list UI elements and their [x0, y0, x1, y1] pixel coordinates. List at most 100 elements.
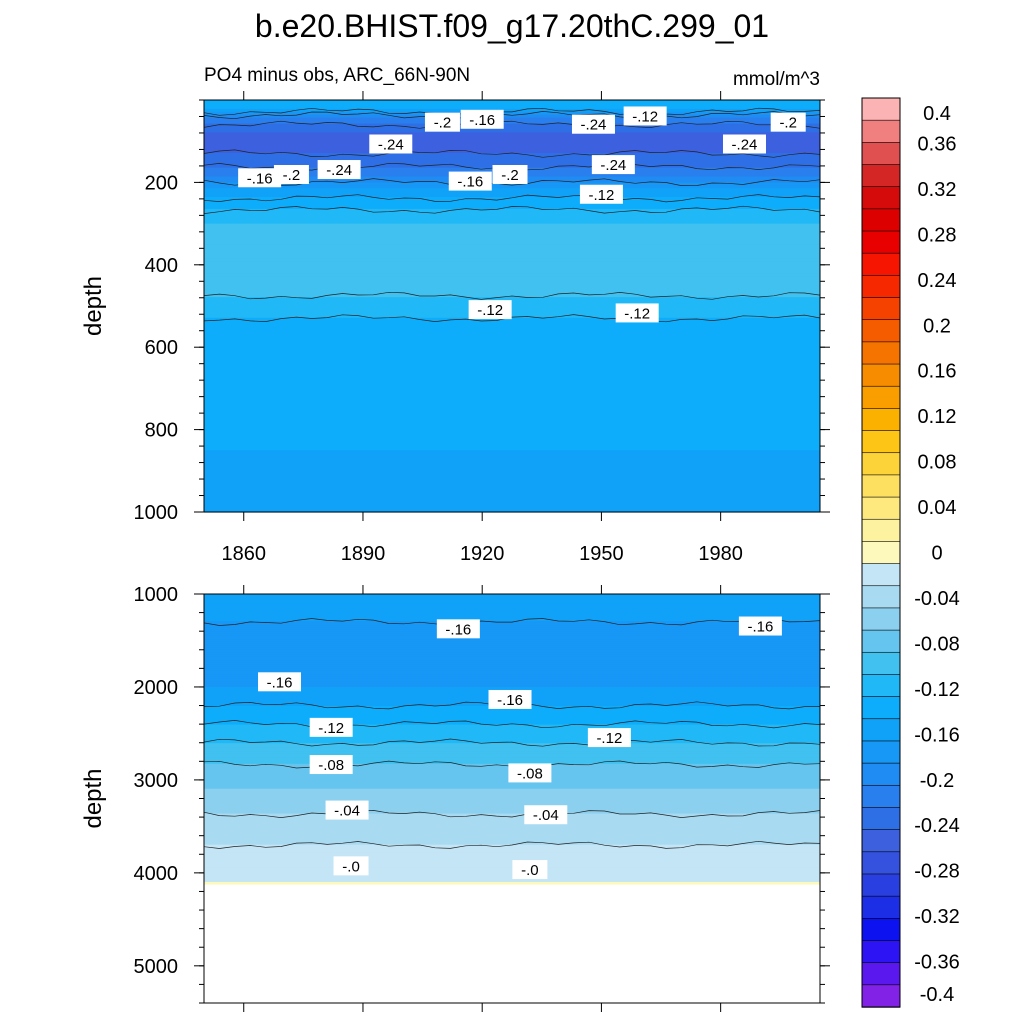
contour-fill-band	[204, 846, 820, 850]
contour-fill-band	[204, 823, 820, 827]
contour-label: -.24	[591, 155, 635, 175]
contour-fill-band	[204, 869, 820, 873]
contour-fill-band	[204, 612, 820, 616]
contour-fill-band	[204, 314, 820, 319]
contour-fill-band	[204, 726, 820, 730]
contour-line	[203, 291, 821, 300]
contour-fill-band	[204, 373, 820, 378]
contour-fill-band	[204, 749, 820, 753]
colorbar-label: 0.36	[918, 133, 957, 155]
colorbar-swatch	[861, 230, 901, 254]
contour-fill-band	[204, 714, 820, 717]
contour-fill-band	[204, 844, 820, 848]
contour-label-box	[738, 616, 782, 636]
contour-fill-band	[204, 873, 820, 877]
contour-line	[203, 618, 821, 626]
contour-fill-band	[204, 832, 820, 835]
contour-fill-band	[204, 828, 820, 831]
contour-label-box	[369, 134, 413, 154]
colorbar-swatch	[861, 385, 901, 410]
contour-fill-band	[204, 645, 820, 649]
contour-fill-band	[204, 596, 820, 599]
contour-line	[203, 111, 821, 120]
contour-fill-band	[204, 739, 820, 742]
colorbar-label: 0.16	[918, 361, 957, 383]
contour-fill-band	[204, 394, 820, 398]
contour-fill-band	[204, 426, 820, 431]
contour-fill-band	[204, 158, 820, 163]
contour-fill-band	[204, 264, 820, 269]
contour-fill-band	[204, 203, 820, 207]
contour-fill-band	[204, 409, 820, 413]
contour-fill-band	[204, 282, 820, 286]
colorbar-swatch	[861, 474, 901, 498]
contour-fill-band	[204, 687, 820, 690]
contour-line	[203, 194, 821, 203]
contour-label: -.04	[524, 805, 568, 825]
contour-label-box	[488, 689, 532, 709]
contour-fill-band	[204, 608, 820, 612]
contour-fill-band	[204, 450, 820, 454]
contour-fill-band	[204, 358, 820, 363]
contour-fill-band	[204, 120, 820, 125]
contour-label-box	[333, 856, 369, 876]
y-tick-label: 5000	[134, 956, 179, 978]
contour-label-box	[317, 160, 361, 180]
contour-fill-band	[204, 857, 820, 860]
contour-fill-band	[204, 503, 820, 507]
contour-label: -.04	[325, 800, 369, 820]
contour-fill-band	[204, 417, 820, 422]
contour-fill-band	[204, 813, 820, 817]
colorbar-swatch	[861, 629, 901, 653]
contour-label-box	[623, 106, 667, 126]
contour-fill-band	[204, 347, 820, 351]
contour-label-text: -.16	[445, 621, 471, 638]
colorbar-label: -0.16	[914, 724, 960, 746]
contour-fill-band	[204, 420, 820, 425]
contour-fill-band	[204, 859, 820, 862]
contour-fill-band	[204, 811, 820, 815]
contour-label-text: -.24	[378, 136, 404, 153]
contour-fill-band	[204, 261, 820, 266]
contour-fill-band	[204, 111, 820, 116]
contour-fill-band	[204, 506, 820, 510]
contour-fill-band	[204, 138, 820, 142]
contour-fill-band	[204, 276, 820, 281]
contour-fill-band	[204, 509, 820, 513]
contour-fill-band	[204, 435, 820, 440]
colorbar-swatch	[861, 696, 901, 720]
contour-label: -.08	[309, 755, 353, 775]
contour-label-box	[587, 728, 631, 748]
contour-fill-band	[204, 229, 820, 234]
colorbar-label: 0.28	[918, 224, 957, 246]
contour-label-box	[436, 619, 480, 639]
contour-line	[203, 149, 821, 158]
contour-fill-band	[204, 456, 820, 460]
contour-fill-band	[204, 707, 820, 711]
contour-fill-band	[204, 255, 820, 260]
contour-fill-band	[204, 678, 820, 682]
contour-fill-band	[204, 875, 820, 879]
contour-fill-band	[204, 270, 820, 275]
contour-label: -.2	[273, 164, 309, 184]
contour-fill-band	[204, 643, 820, 647]
contour-fill-band	[204, 728, 820, 732]
contour-fill-band	[204, 877, 820, 881]
colorbar-swatch	[861, 651, 901, 676]
x-tick-label: 1980	[698, 543, 743, 565]
contour-fill-band	[204, 842, 820, 846]
contour-fill-band	[204, 211, 820, 216]
colorbar-label: -0.36	[914, 952, 960, 974]
contour-fill-band	[204, 745, 820, 748]
contour-label-text: -.12	[624, 305, 650, 322]
y-tick-label: 600	[145, 337, 178, 359]
colorbar-swatch	[861, 740, 901, 764]
contour-fill-band	[204, 141, 820, 145]
colorbar-swatch	[861, 851, 901, 875]
contour-fill-band	[204, 253, 820, 257]
contour-fill-band	[204, 182, 820, 186]
contour-fill-band	[204, 625, 820, 628]
contour-fill-band	[204, 370, 820, 375]
contour-fill-band	[204, 205, 820, 210]
contour-fill-band	[204, 100, 820, 104]
